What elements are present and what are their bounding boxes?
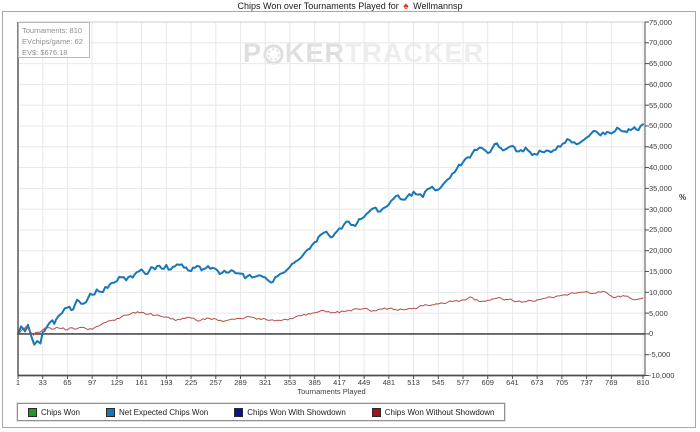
y-tick-label: 20,000 (649, 246, 672, 256)
pokertracker-spade-logo-icon: ♠ (403, 1, 409, 12)
y-tick-label: 65,000 (649, 59, 672, 69)
y-tick-label: 50,000 (649, 121, 672, 131)
chart-title: Chips Won over Tournaments Played for ♠ … (0, 1, 700, 12)
y-tick-label: 75,000 (649, 17, 672, 27)
legend-label: Net Expected Chips Won (118, 407, 209, 417)
x-tick-label: 65 (63, 378, 72, 387)
x-tick-label: 641 (506, 378, 519, 387)
legend-swatch-icon (371, 407, 381, 417)
stats-ev-dollars: EV$: $676.18 (22, 48, 68, 57)
chart-title-text: Chips Won over Tournaments Played for (237, 1, 399, 11)
legend-swatch-icon (28, 407, 37, 417)
y-tick-label: 55,000 (649, 100, 672, 110)
x-tick-label: 769 (605, 378, 618, 387)
x-tick-label: 353 (283, 378, 297, 387)
x-tick-label: 129 (110, 378, 124, 387)
legend: Chips Won Net Expected Chips Won Chips Won… (15, 402, 507, 422)
y-tick-label: 10,000 (649, 287, 672, 297)
stats-evchips-per-game: EVchips/game: 62 (22, 37, 83, 46)
x-tick-label: 385 (308, 378, 321, 387)
x-tick-label: 225 (184, 378, 198, 387)
legend-label: Chips Won Without Showdown (384, 407, 495, 417)
y-tick-label: 70,000 (649, 38, 672, 48)
x-tick-label: 33 (38, 378, 47, 387)
legend-item[interactable]: Net Expected Chips Won (105, 407, 209, 417)
x-tick-label: 321 (258, 378, 272, 387)
x-tick-label: 673 (530, 378, 544, 387)
x-tick-label: 705 (555, 378, 569, 387)
legend-swatch-icon (105, 407, 115, 417)
x-tick-label: 417 (333, 378, 346, 387)
x-tick-label: 257 (209, 378, 223, 387)
stats-box: Tournaments: 810 EVchips/game: 62 EV$: $… (18, 22, 90, 58)
x-tick-label: 449 (357, 378, 371, 387)
x-tick-label: 609 (481, 378, 494, 387)
stats-tournaments: Tournaments: 810 (22, 26, 83, 35)
y-tick-label: 35,000 (649, 183, 672, 193)
y-tick-label: 40,000 (649, 163, 672, 173)
chart-outer-frame (2, 11, 696, 428)
y-tick-label: -10,000 (649, 371, 675, 380)
y-tick-label: 5,000 (649, 308, 668, 318)
y-tick-label: 25,000 (649, 225, 672, 235)
y-tick-label: 30,000 (649, 204, 672, 214)
x-tick-label: 577 (456, 378, 470, 387)
y-tick-label: 15,000 (649, 267, 672, 277)
y-tick-label: 0 (649, 329, 654, 339)
y-tick-label: -5,000 (649, 350, 671, 360)
legend-item[interactable]: Chips Won (28, 407, 80, 417)
y-axis-unit-label: % (679, 193, 687, 202)
legend-label: Chips Won With Showdown (247, 407, 346, 417)
x-tick-label: 193 (160, 378, 173, 387)
legend-label: Chips Won (41, 407, 80, 417)
x-tick-label: 481 (382, 378, 396, 387)
chart-title-player: Wellmannsp (413, 1, 463, 11)
x-tick-label: 161 (135, 378, 148, 387)
x-tick-label: 513 (407, 378, 420, 387)
x-axis-title: Tournaments Played (297, 387, 366, 396)
legend-item[interactable]: Chips Won Without Showdown (371, 407, 495, 417)
x-tick-label: 545 (432, 378, 445, 387)
legend-swatch-icon (234, 407, 244, 417)
x-tick-label: 97 (87, 378, 97, 387)
y-tick-label: 60,000 (649, 79, 672, 89)
x-tick-label: 289 (234, 378, 247, 387)
x-tick-label: 1 (15, 378, 21, 387)
legend-item[interactable]: Chips Won With Showdown (234, 407, 346, 417)
x-tick-label: 810 (636, 378, 650, 387)
y-tick-label: 45,000 (649, 142, 672, 152)
x-tick-label: 737 (580, 378, 593, 387)
